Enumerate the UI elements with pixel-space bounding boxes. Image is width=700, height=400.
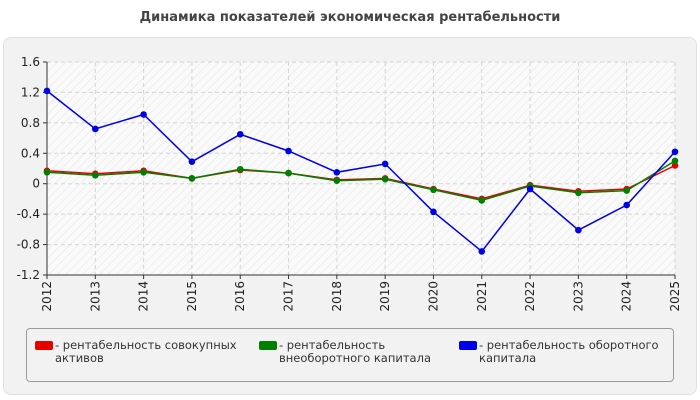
data-point-series-1 [575,189,582,197]
series-line-2 [46,90,676,253]
data-point-series-1 [430,186,437,194]
data-point-series-1 [236,165,244,173]
x-tick-label: 2018 [330,281,344,312]
data-point-series-2 [575,226,582,234]
data-point-series-2 [43,87,51,95]
data-point-series-1 [140,169,147,176]
data-point-series-2 [623,201,630,209]
y-tick-label: -1.2 [17,268,40,282]
data-point-series-1 [188,175,196,182]
data-point-series-1 [478,197,486,204]
legend-swatch-green [259,341,277,350]
x-tick-label: 2021 [475,281,489,312]
x-tick-label: 2024 [620,281,634,312]
data-point-series-1 [285,169,292,177]
legend-label: - рентабельность внеоборотного капитала [279,338,431,365]
data-point-series-1 [43,169,51,176]
y-tick-label: -0.4 [17,207,40,221]
data-point-series-2 [671,148,679,156]
x-tick-label: 2020 [426,281,440,312]
x-tick-label: 2019 [378,281,392,312]
data-point-series-1 [333,177,341,184]
data-point-series-0 [671,162,679,169]
x-tick-label: 2016 [233,281,247,312]
legend-item-non-current-capital: - рентабельность внеоборотного капитала [259,339,444,365]
x-tick-label: 2022 [523,281,537,312]
y-tick-label: 0 [32,177,40,191]
legend-swatch-blue [459,341,477,350]
data-point-series-2 [285,147,292,155]
y-tick-label: 0.4 [21,146,40,160]
y-tick-label: 1.2 [21,85,40,99]
chart-title: Динамика показателей экономическая рента… [139,10,561,25]
legend-swatch-red [35,341,53,350]
data-point-series-2 [430,208,437,216]
legend-item-working-capital: - рентабельность оборотного капитала [459,339,669,365]
data-point-series-2 [188,158,196,165]
x-tick-label: 2015 [185,281,199,312]
y-tick-label: -0.8 [17,238,40,252]
x-tick-label: 2017 [282,281,296,312]
chart-legend: - рентабельность совокупных активов - ре… [26,328,674,382]
data-point-series-1 [381,175,389,183]
x-tick-label: 2013 [88,281,102,312]
data-point-series-1 [623,187,630,194]
x-tick-label: 2012 [40,281,54,312]
data-point-series-2 [478,248,486,255]
data-point-series-2 [526,185,534,193]
y-tick-label: 1.6 [21,55,40,69]
data-point-series-1 [671,157,679,165]
y-tick-label: 0.8 [21,116,40,130]
legend-item-total-assets: - рентабельность совокупных активов [35,339,245,365]
data-point-series-2 [333,169,341,176]
data-point-series-2 [140,111,147,118]
data-point-series-2 [236,130,244,138]
x-tick-label: 2025 [668,281,682,312]
data-point-series-1 [92,172,99,179]
x-tick-label: 2014 [137,281,151,312]
legend-label: - рентабельность оборотного капитала [479,338,659,365]
legend-label: - рентабельность совокупных активов [55,338,237,365]
data-point-series-2 [92,125,99,133]
series-line-1 [46,160,676,202]
x-tick-label: 2023 [571,281,585,312]
data-point-series-2 [381,160,389,168]
